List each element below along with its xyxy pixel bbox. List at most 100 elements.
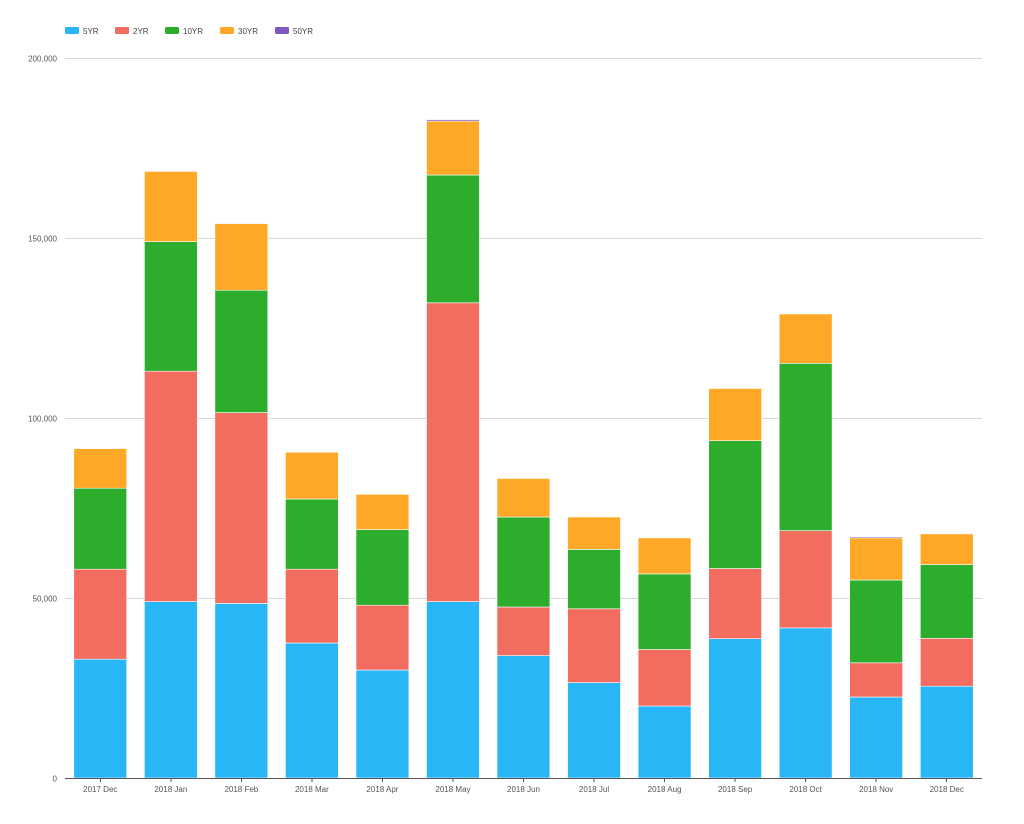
bar-stack[interactable] <box>708 388 762 779</box>
x-tick-label: 2018 Aug <box>648 785 682 794</box>
bar-segment-10yr[interactable] <box>214 289 269 413</box>
bar-segment-30yr[interactable] <box>144 171 198 242</box>
bar-stack[interactable] <box>285 451 339 779</box>
bar-segment-2yr[interactable] <box>637 649 692 707</box>
x-tick-label: 2018 Jun <box>507 785 540 794</box>
legend-label: 10YR <box>183 27 203 36</box>
bar-segment-5yr[interactable] <box>285 642 339 779</box>
bar-segment-30yr[interactable] <box>708 388 762 442</box>
bar-segment-2yr[interactable] <box>778 530 833 629</box>
bar-segment-2yr[interactable] <box>285 568 339 644</box>
bar-stack[interactable] <box>496 478 551 779</box>
legend-item-2yr[interactable]: 2YR <box>115 27 149 36</box>
bar-segment-2yr[interactable] <box>426 302 480 602</box>
legend-label: 30YR <box>238 27 258 36</box>
x-tick-label: 2018 Apr <box>366 785 398 794</box>
legend-swatch <box>65 27 79 34</box>
bar-segment-10yr[interactable] <box>637 573 692 650</box>
bar-stack[interactable] <box>849 536 903 779</box>
bar-segment-10yr[interactable] <box>567 549 621 610</box>
bar-segment-50yr[interactable] <box>849 536 903 539</box>
y-tick-label: 50,000 <box>33 595 58 604</box>
bar-segment-10yr[interactable] <box>285 498 339 570</box>
y-tick-label: 200,000 <box>28 55 57 64</box>
bar-stack[interactable] <box>567 516 621 779</box>
bar-segment-30yr[interactable] <box>214 223 269 291</box>
bar-stack[interactable] <box>214 223 269 779</box>
bar-segment-5yr[interactable] <box>919 685 974 779</box>
legend-swatch <box>275 27 289 34</box>
bars-layer <box>73 119 974 779</box>
bar-segment-5yr[interactable] <box>144 601 198 779</box>
bar-segment-30yr[interactable] <box>849 537 903 581</box>
legend-item-10yr[interactable]: 10YR <box>165 27 203 36</box>
legend-label: 5YR <box>83 27 99 36</box>
bar-segment-30yr[interactable] <box>919 533 974 565</box>
bar-segment-30yr[interactable] <box>73 448 128 489</box>
bar-segment-30yr[interactable] <box>496 478 551 518</box>
x-tick-label: 2018 Jan <box>154 785 187 794</box>
legend-item-50yr[interactable]: 50YR <box>275 27 313 36</box>
bar-segment-30yr[interactable] <box>637 537 692 575</box>
bar-segment-30yr[interactable] <box>355 493 410 530</box>
bar-segment-2yr[interactable] <box>708 568 762 639</box>
bar-segment-2yr[interactable] <box>144 370 198 602</box>
x-tick-label: 2018 Feb <box>224 785 258 794</box>
bar-stack[interactable] <box>778 313 833 779</box>
bar-segment-30yr[interactable] <box>567 516 621 550</box>
x-tick-label: 2018 Nov <box>859 785 893 794</box>
bar-segment-5yr[interactable] <box>778 627 833 779</box>
x-tick-label: 2018 Mar <box>295 785 329 794</box>
axis-layer: 0 50,000 100,000 150,000 200,000 2017 Dec 2018… <box>28 55 982 794</box>
bar-segment-2yr[interactable] <box>496 606 551 656</box>
bar-segment-30yr[interactable] <box>285 451 339 500</box>
bar-segment-5yr[interactable] <box>849 696 903 779</box>
bar-segment-5yr[interactable] <box>355 669 410 779</box>
bar-segment-5yr[interactable] <box>214 603 269 779</box>
y-tick-label: 150,000 <box>28 235 57 244</box>
bar-stack[interactable] <box>355 493 410 779</box>
legend-item-5yr[interactable]: 5YR <box>65 27 99 36</box>
bar-segment-10yr[interactable] <box>708 440 762 569</box>
legend: 5YR 2YR 10YR 30YR 50YR <box>65 27 313 36</box>
bar-segment-10yr[interactable] <box>849 579 903 664</box>
bar-stack[interactable] <box>426 119 480 779</box>
bar-segment-5yr[interactable] <box>73 658 128 779</box>
bar-segment-2yr[interactable] <box>73 568 128 660</box>
x-tick-label: 2018 May <box>435 785 470 794</box>
legend-label: 50YR <box>293 27 313 36</box>
bar-segment-30yr[interactable] <box>426 120 480 176</box>
bar-segment-2yr[interactable] <box>567 608 621 683</box>
bar-segment-10yr[interactable] <box>426 174 480 304</box>
x-tick-label: 2018 Sep <box>718 785 753 794</box>
bar-segment-5yr[interactable] <box>708 638 762 779</box>
bar-segment-30yr[interactable] <box>778 313 833 364</box>
x-tick-label: 2018 Dec <box>930 785 964 794</box>
bar-segment-5yr[interactable] <box>637 705 692 779</box>
bar-segment-10yr[interactable] <box>144 241 198 372</box>
bar-segment-2yr[interactable] <box>355 604 410 671</box>
bar-segment-2yr[interactable] <box>919 637 974 687</box>
bar-segment-10yr[interactable] <box>355 529 410 606</box>
y-tick-label: 100,000 <box>28 415 57 424</box>
bar-stack[interactable] <box>73 448 128 779</box>
legend-item-30yr[interactable]: 30YR <box>220 27 258 36</box>
bar-segment-5yr[interactable] <box>567 682 621 779</box>
bar-stack[interactable] <box>919 533 974 779</box>
bar-segment-10yr[interactable] <box>73 487 128 570</box>
bar-segment-10yr[interactable] <box>496 516 551 608</box>
bar-segment-5yr[interactable] <box>426 601 480 779</box>
bar-stack[interactable] <box>637 537 692 779</box>
bar-segment-10yr[interactable] <box>778 362 833 531</box>
bar-segment-2yr[interactable] <box>849 662 903 698</box>
x-tick-label: 2018 Jul <box>579 785 609 794</box>
bar-segment-10yr[interactable] <box>919 564 974 639</box>
legend-swatch <box>115 27 129 34</box>
bar-segment-50yr[interactable] <box>426 119 480 122</box>
x-tick-label: 2017 Dec <box>83 785 117 794</box>
bar-stack[interactable] <box>144 171 198 779</box>
bar-segment-5yr[interactable] <box>496 655 551 779</box>
bar-segment-2yr[interactable] <box>214 412 269 604</box>
